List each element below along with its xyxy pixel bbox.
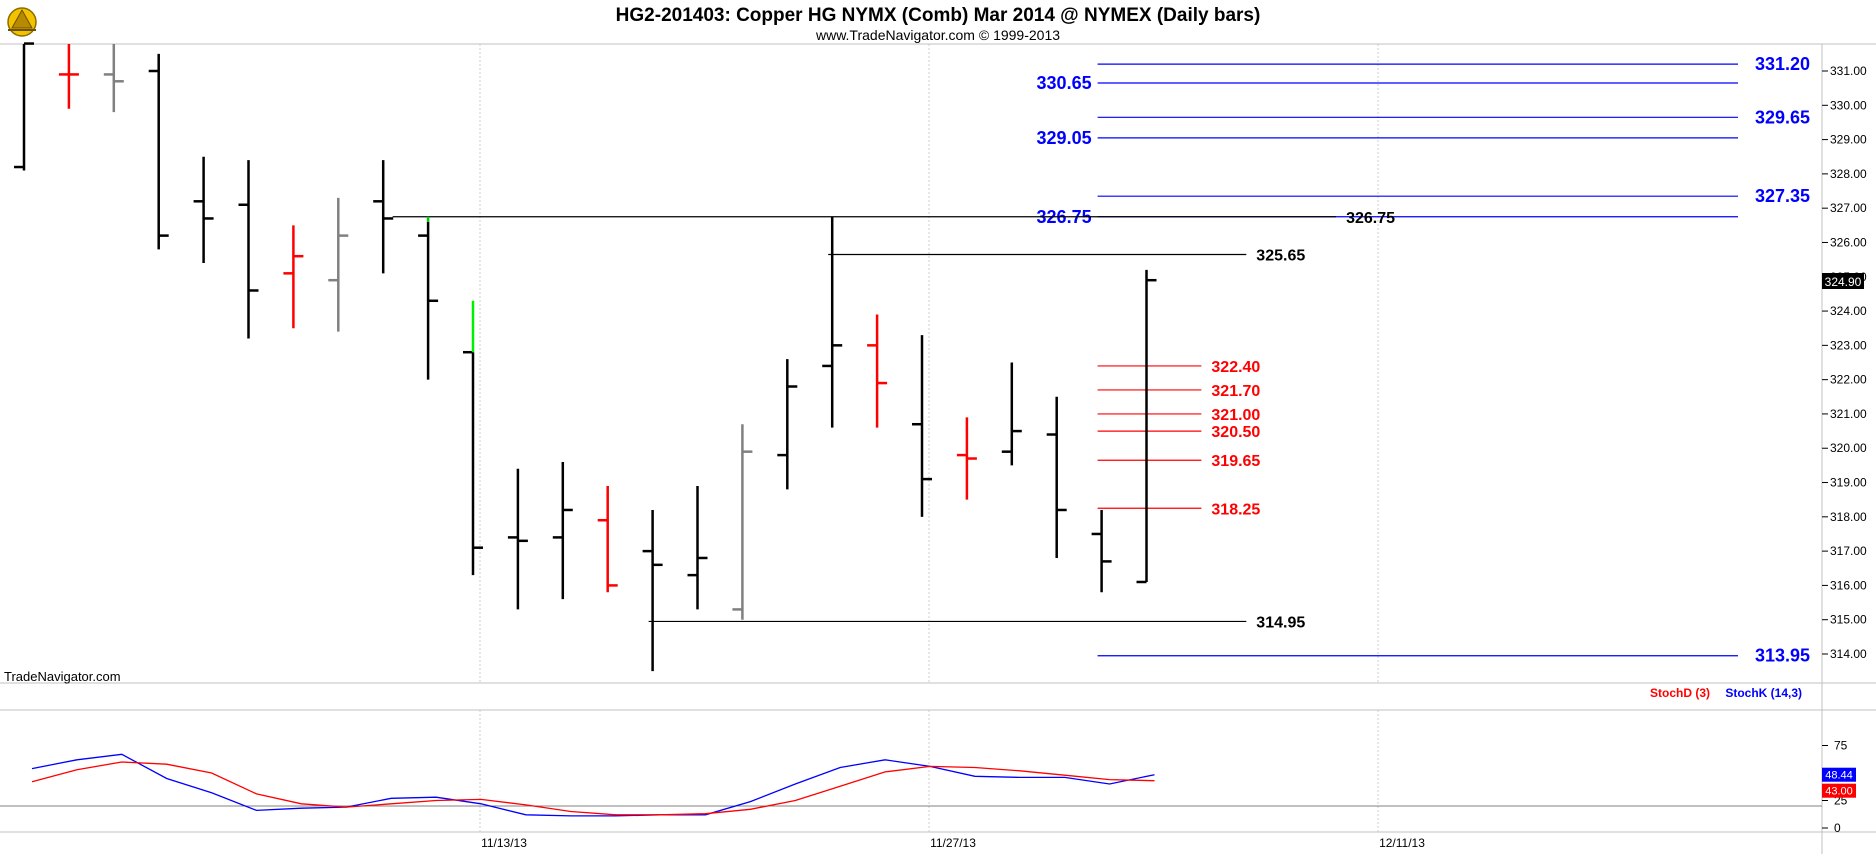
- ohlc-bar: [103, 44, 124, 113]
- price-axis-label: 321.00: [1830, 407, 1867, 421]
- price-axis-label: 316.00: [1830, 578, 1867, 592]
- oscillator-axis-label: 0: [1834, 821, 1841, 835]
- ohlc-bar: [238, 160, 259, 339]
- ohlc-bar: [373, 160, 394, 274]
- price-axis-label: 319.00: [1830, 476, 1867, 490]
- ohlc-bar: [1046, 396, 1067, 558]
- last-price-label: 324.90: [1825, 275, 1862, 289]
- ohlc-bar: [597, 485, 618, 593]
- price-axis-label: 322.00: [1830, 373, 1867, 387]
- stochd-value-label: 43.00: [1825, 786, 1853, 798]
- stochk-value-label: 48.44: [1825, 770, 1853, 782]
- price-level-label: 313.95: [1755, 646, 1810, 666]
- ohlc-bar: [867, 314, 888, 428]
- price-axis-label: 331.00: [1830, 64, 1867, 78]
- watermark-text: TradeNavigator.com: [4, 669, 121, 684]
- ohlc-bar: [328, 197, 349, 332]
- price-level-label: 314.95: [1256, 614, 1305, 631]
- ohlc-bar: [193, 156, 214, 264]
- oscillator-series-line: [31, 753, 1155, 817]
- oscillator-series-line: [31, 761, 1155, 816]
- ohlc-bar: [463, 300, 483, 576]
- ohlc-bar: [822, 216, 843, 428]
- price-level-label: 326.75: [1346, 210, 1395, 227]
- price-axis-label: 330.00: [1830, 98, 1867, 112]
- date-gridlines: [479, 44, 1379, 832]
- price-axis-label: 315.00: [1830, 613, 1867, 627]
- price-level-label: 321.00: [1211, 407, 1260, 424]
- oscillator-axis-label: 75: [1834, 739, 1848, 753]
- chart-subtitle: www.TradeNavigator.com © 1999-2013: [815, 27, 1060, 43]
- price-level-label: 320.50: [1211, 424, 1260, 441]
- ohlc-bar: [687, 485, 708, 610]
- price-level-label: 327.35: [1755, 186, 1810, 206]
- price-level-label: 321.70: [1211, 383, 1260, 400]
- ohlc-bar: [552, 461, 573, 600]
- price-axis-label: 314.00: [1830, 647, 1867, 661]
- price-axis-label: 320.00: [1830, 441, 1867, 455]
- price-level-label: 331.20: [1755, 54, 1810, 74]
- ohlc-bar: [1136, 269, 1157, 584]
- ohlc-bar: [777, 359, 798, 490]
- ohlc-bar: [732, 424, 753, 620]
- price-axis-label: 324.00: [1830, 304, 1867, 318]
- ohlc-bar: [58, 44, 79, 109]
- last-price-flag: 324.90: [1822, 273, 1864, 289]
- price-level-label: 319.65: [1211, 453, 1260, 470]
- ohlc-bar: [507, 468, 528, 610]
- ohlc-bar: [1001, 362, 1022, 466]
- ohlc-bar: [642, 509, 663, 672]
- price-axis: 331.00330.00329.00328.00327.00326.00325.…: [1822, 64, 1867, 661]
- price-axis-label: 327.00: [1830, 201, 1867, 215]
- ohlc-bar: [912, 335, 932, 517]
- ohlc-bar: [418, 216, 439, 380]
- price-axis-label: 323.00: [1830, 338, 1867, 352]
- stochd-value-flag: [1822, 783, 1856, 798]
- date-axis-label: 12/11/13: [1379, 836, 1425, 850]
- date-axis-label: 11/13/13: [481, 836, 527, 850]
- price-level-label: 318.25: [1211, 501, 1260, 518]
- price-axis-label: 328.00: [1830, 167, 1867, 181]
- price-level-label: 329.05: [1037, 128, 1092, 148]
- price-level-label: 330.65: [1037, 73, 1092, 93]
- stochk-value-flag: [1822, 767, 1856, 782]
- trade-navigator-logo-icon: [7, 7, 37, 37]
- ohlc-bar: [1091, 509, 1112, 593]
- price-bars: [14, 42, 1157, 672]
- oscillator-legend-item: StochK (14,3): [1725, 686, 1802, 700]
- date-axis: 11/13/13 11/27/13 12/11/13: [481, 836, 1425, 850]
- price-axis-label: 329.00: [1830, 133, 1867, 147]
- price-level-label: 325.65: [1256, 247, 1305, 264]
- price-level-label: 329.65: [1755, 107, 1810, 127]
- price-axis-label: 318.00: [1830, 510, 1867, 524]
- oscillator-legend-item: StochD (3): [1650, 686, 1710, 700]
- date-axis-label: 11/27/13: [930, 836, 976, 850]
- price-axis-label: 326.00: [1830, 235, 1867, 249]
- ohlc-bar: [283, 225, 304, 329]
- price-level-label: 322.40: [1211, 359, 1260, 376]
- ohlc-bar: [956, 417, 977, 500]
- chart-title: HG2-201403: Copper HG NYMX (Comb) Mar 20…: [616, 5, 1261, 26]
- ohlc-bar: [14, 42, 34, 171]
- price-axis-label: 317.00: [1830, 544, 1867, 558]
- ohlc-bar: [148, 53, 169, 250]
